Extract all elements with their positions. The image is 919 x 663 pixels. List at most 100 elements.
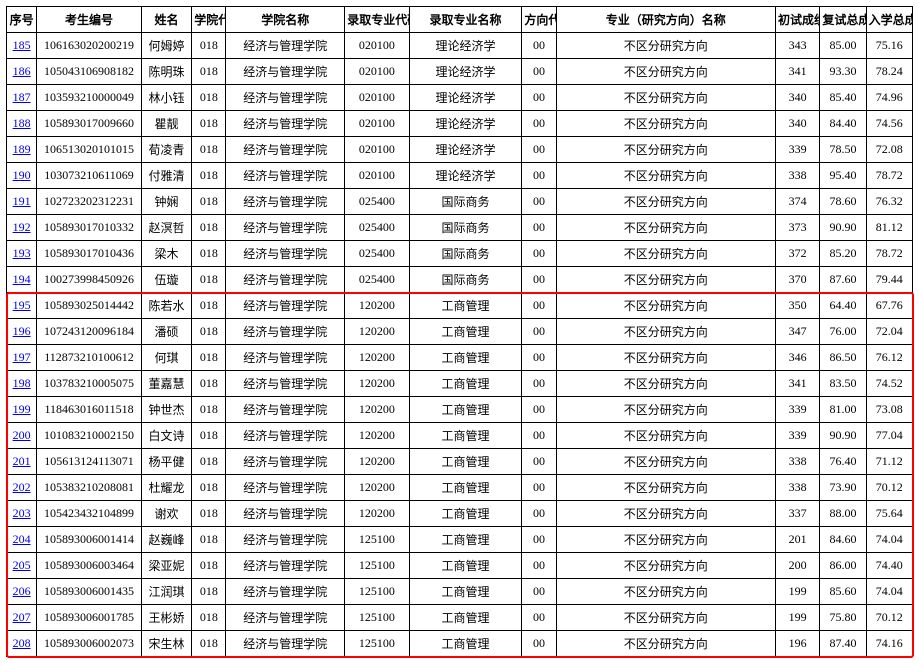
- cell-seq[interactable]: 186: [7, 59, 37, 85]
- table-row: 190103073210611069付雅清018经济与管理学院020100理论经…: [7, 163, 913, 189]
- cell-score3: 67.76: [866, 293, 912, 319]
- admission-table: 序号 考生编号 姓名 学院代码 学院名称 录取专业代码 录取专业名称 方向代码 …: [6, 6, 913, 657]
- cell-score1: 341: [776, 371, 820, 397]
- cell-seq[interactable]: 205: [7, 553, 37, 579]
- cell-seq[interactable]: 189: [7, 137, 37, 163]
- table-row: 199118463016011518钟世杰018经济与管理学院120200工商管…: [7, 397, 913, 423]
- cell-score2: 64.40: [820, 293, 866, 319]
- cell-dept-code: 018: [192, 605, 226, 631]
- cell-dir-code: 00: [522, 293, 556, 319]
- cell-major-code: 120200: [345, 371, 409, 397]
- cell-name: 江润琪: [141, 579, 191, 605]
- cell-seq-link[interactable]: 188: [13, 116, 31, 130]
- cell-seq-link[interactable]: 204: [13, 532, 31, 546]
- cell-name: 宋生林: [141, 631, 191, 657]
- table-row: 207105893006001785王彬娇018经济与管理学院125100工商管…: [7, 605, 913, 631]
- cell-major-code: 120200: [345, 475, 409, 501]
- cell-seq-link[interactable]: 203: [13, 506, 31, 520]
- cell-seq[interactable]: 208: [7, 631, 37, 657]
- cell-score3: 78.72: [866, 241, 912, 267]
- cell-dept-name: 经济与管理学院: [226, 397, 345, 423]
- cell-seq[interactable]: 203: [7, 501, 37, 527]
- cell-score2: 76.40: [820, 449, 866, 475]
- cell-seq[interactable]: 197: [7, 345, 37, 371]
- cell-score1: 370: [776, 267, 820, 293]
- cell-seq[interactable]: 185: [7, 33, 37, 59]
- cell-seq-link[interactable]: 190: [13, 168, 31, 182]
- cell-seq[interactable]: 206: [7, 579, 37, 605]
- cell-seq-link[interactable]: 206: [13, 584, 31, 598]
- cell-seq-link[interactable]: 194: [13, 272, 31, 286]
- cell-exam-no: 105893025014442: [37, 293, 142, 319]
- cell-score1: 350: [776, 293, 820, 319]
- cell-major-name: 理论经济学: [409, 111, 522, 137]
- cell-dir-code: 00: [522, 371, 556, 397]
- cell-major-name: 工商管理: [409, 579, 522, 605]
- cell-seq-link[interactable]: 192: [13, 220, 31, 234]
- cell-dept-code: 018: [192, 293, 226, 319]
- cell-score2: 83.50: [820, 371, 866, 397]
- cell-seq[interactable]: 199: [7, 397, 37, 423]
- cell-dept-code: 018: [192, 345, 226, 371]
- cell-seq-link[interactable]: 198: [13, 376, 31, 390]
- cell-dept-code: 018: [192, 371, 226, 397]
- cell-seq[interactable]: 193: [7, 241, 37, 267]
- cell-exam-no: 103593210000049: [37, 85, 142, 111]
- cell-dept-name: 经济与管理学院: [226, 137, 345, 163]
- cell-dept-name: 经济与管理学院: [226, 475, 345, 501]
- cell-seq[interactable]: 187: [7, 85, 37, 111]
- cell-seq-link[interactable]: 187: [13, 90, 31, 104]
- cell-seq[interactable]: 207: [7, 605, 37, 631]
- cell-seq-link[interactable]: 197: [13, 350, 31, 364]
- cell-major-name: 国际商务: [409, 215, 522, 241]
- cell-seq-link[interactable]: 199: [13, 402, 31, 416]
- cell-seq-link[interactable]: 208: [13, 636, 31, 650]
- header-row: 序号 考生编号 姓名 学院代码 学院名称 录取专业代码 录取专业名称 方向代码 …: [7, 7, 913, 33]
- cell-dept-name: 经济与管理学院: [226, 631, 345, 657]
- cell-seq[interactable]: 196: [7, 319, 37, 345]
- cell-major-name: 国际商务: [409, 267, 522, 293]
- cell-exam-no: 102723202312231: [37, 189, 142, 215]
- cell-name: 梁亚妮: [141, 553, 191, 579]
- cell-seq-link[interactable]: 193: [13, 246, 31, 260]
- cell-dept-code: 018: [192, 475, 226, 501]
- cell-seq-link[interactable]: 202: [13, 480, 31, 494]
- cell-major-name: 工商管理: [409, 345, 522, 371]
- cell-seq-link[interactable]: 207: [13, 610, 31, 624]
- cell-seq[interactable]: 201: [7, 449, 37, 475]
- cell-score3: 74.56: [866, 111, 912, 137]
- cell-seq[interactable]: 188: [7, 111, 37, 137]
- cell-dir-code: 00: [522, 33, 556, 59]
- cell-seq-link[interactable]: 185: [13, 38, 31, 52]
- cell-seq[interactable]: 192: [7, 215, 37, 241]
- cell-seq-link[interactable]: 191: [13, 194, 31, 208]
- cell-major-name: 工商管理: [409, 319, 522, 345]
- cell-seq-link[interactable]: 200: [13, 428, 31, 442]
- cell-score2: 78.50: [820, 137, 866, 163]
- cell-seq[interactable]: 195: [7, 293, 37, 319]
- cell-major-name: 国际商务: [409, 189, 522, 215]
- cell-seq-link[interactable]: 189: [13, 142, 31, 156]
- cell-score2: 75.80: [820, 605, 866, 631]
- cell-seq[interactable]: 191: [7, 189, 37, 215]
- cell-exam-no: 105893006001785: [37, 605, 142, 631]
- cell-dir-name: 不区分研究方向: [556, 85, 775, 111]
- col-score3: 入学总成绩: [866, 7, 912, 33]
- cell-seq[interactable]: 198: [7, 371, 37, 397]
- cell-seq[interactable]: 200: [7, 423, 37, 449]
- cell-dir-code: 00: [522, 449, 556, 475]
- cell-seq[interactable]: 194: [7, 267, 37, 293]
- cell-seq-link[interactable]: 205: [13, 558, 31, 572]
- cell-seq-link[interactable]: 201: [13, 454, 31, 468]
- cell-seq-link[interactable]: 186: [13, 64, 31, 78]
- cell-score2: 73.90: [820, 475, 866, 501]
- cell-exam-no: 100273998450926: [37, 267, 142, 293]
- cell-seq[interactable]: 190: [7, 163, 37, 189]
- cell-seq-link[interactable]: 195: [13, 298, 31, 312]
- cell-seq-link[interactable]: 196: [13, 324, 31, 338]
- cell-exam-no: 103783210005075: [37, 371, 142, 397]
- cell-major-code: 120200: [345, 397, 409, 423]
- cell-dir-name: 不区分研究方向: [556, 59, 775, 85]
- cell-seq[interactable]: 202: [7, 475, 37, 501]
- cell-score1: 338: [776, 475, 820, 501]
